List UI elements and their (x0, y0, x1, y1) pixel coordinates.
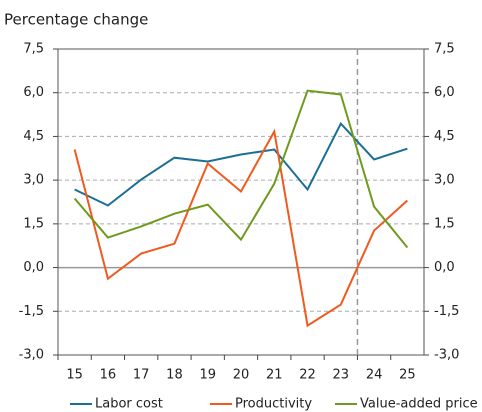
y-tick-label: 0,0 (23, 260, 44, 275)
y-tick-label: -3,0 (19, 348, 44, 363)
y-tick-label: 6,0 (23, 85, 44, 100)
y-tick-label: 4,5 (23, 129, 44, 144)
y-tick-label: 3,0 (23, 173, 44, 188)
y2-tick-label: 4,5 (434, 129, 455, 144)
x-tick-label: 20 (233, 368, 250, 383)
x-tick-label: 17 (133, 368, 150, 383)
y2-tick-label: 7,5 (434, 42, 455, 57)
y2-tick-label: 3,0 (434, 173, 455, 188)
y-tick-label: 7,5 (23, 42, 44, 57)
x-tick-label: 21 (266, 368, 283, 383)
x-tick-label: 24 (366, 368, 383, 383)
line-series (73, 128, 409, 328)
line-series (74, 121, 408, 207)
y2-tick-label: 6,0 (434, 85, 455, 100)
x-tick-label: 18 (166, 368, 183, 383)
y2-tick-label: 0,0 (434, 260, 455, 275)
legend-label: Labor cost (95, 397, 163, 412)
line-series (73, 89, 409, 249)
x-tick-label: 19 (199, 368, 216, 383)
legend-label: Value-added price (360, 397, 478, 412)
x-tick-label: 22 (299, 368, 316, 383)
legend-label: Productivity (235, 397, 312, 412)
y2-tick-label: 1,5 (434, 216, 455, 231)
y2-tick-label: -1,5 (434, 304, 459, 319)
y2-tick-label: -3,0 (434, 348, 459, 363)
y-tick-label: -1,5 (19, 304, 44, 319)
x-tick-label: 15 (66, 368, 83, 383)
plot-frame (57, 48, 425, 356)
x-tick-label: 23 (333, 368, 350, 383)
x-tick-label: 25 (399, 368, 416, 383)
chart-subtitle: Percentage change (4, 11, 148, 29)
y-tick-label: 1,5 (23, 216, 44, 231)
x-tick-label: 16 (100, 368, 117, 383)
